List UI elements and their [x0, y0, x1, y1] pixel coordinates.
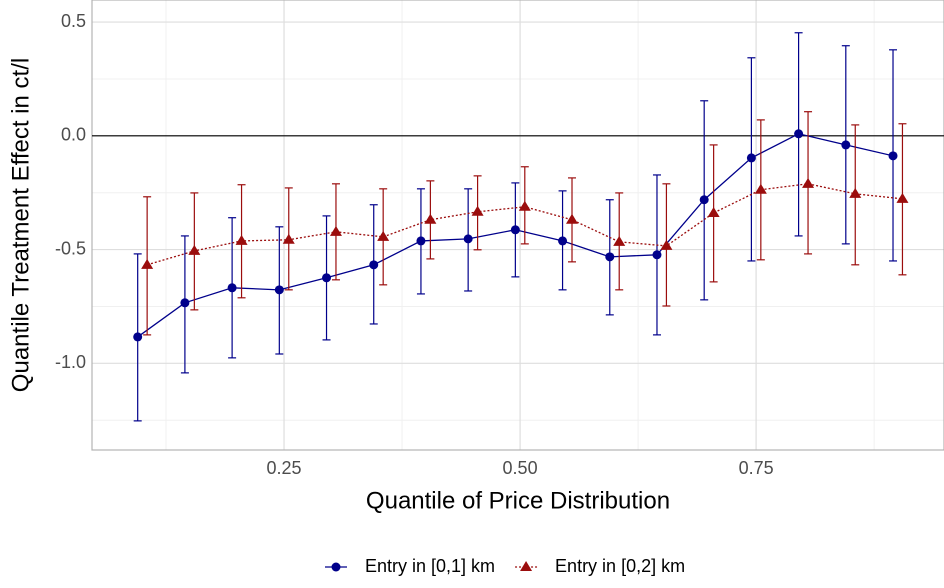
panel-border — [91, 0, 944, 451]
point — [424, 213, 437, 224]
point — [329, 225, 342, 236]
point — [566, 213, 579, 224]
point — [369, 260, 379, 270]
y-axis-label: Quantile Treatment Effect in ct/l — [7, 58, 34, 392]
y-tick-label: 0.0 — [61, 125, 86, 145]
point — [235, 234, 248, 245]
point — [699, 195, 709, 205]
point — [141, 258, 154, 269]
point — [133, 332, 143, 342]
y-tick-label: -1.0 — [55, 352, 86, 372]
point — [746, 153, 756, 163]
series — [133, 32, 898, 422]
point — [849, 187, 862, 198]
point — [188, 244, 201, 255]
point — [660, 239, 673, 250]
point — [463, 234, 473, 244]
x-axis-label: Quantile of Price Distribution — [366, 487, 670, 514]
point — [558, 236, 568, 246]
point — [471, 205, 484, 216]
point — [754, 183, 767, 194]
legend-marker — [331, 562, 341, 572]
point — [227, 283, 237, 293]
point — [322, 273, 332, 283]
series — [141, 111, 909, 336]
point — [282, 233, 295, 244]
x-tick-label: 0.50 — [503, 458, 538, 478]
point — [518, 200, 531, 211]
legend-marker — [520, 561, 533, 571]
x-tick-label: 0.75 — [739, 458, 774, 478]
point — [652, 250, 662, 260]
point — [794, 129, 804, 139]
point — [605, 252, 615, 262]
point — [896, 192, 909, 203]
y-tick-label: -0.5 — [55, 238, 86, 258]
point — [274, 285, 284, 295]
x-tick-label: 0.25 — [267, 458, 302, 478]
y-tick-label: 0.5 — [61, 11, 86, 31]
point — [802, 177, 815, 188]
point — [707, 206, 720, 217]
point — [888, 151, 898, 161]
point — [510, 225, 520, 235]
legend-label: Entry in [0,1] km — [365, 556, 495, 576]
point — [416, 236, 426, 246]
legend-item: Entry in [0,1] km — [325, 556, 495, 576]
legend-item: Entry in [0,2] km — [515, 556, 685, 576]
point — [841, 140, 851, 150]
point — [613, 235, 626, 246]
legend-label: Entry in [0,2] km — [555, 556, 685, 576]
point — [377, 230, 390, 241]
point — [180, 298, 190, 308]
